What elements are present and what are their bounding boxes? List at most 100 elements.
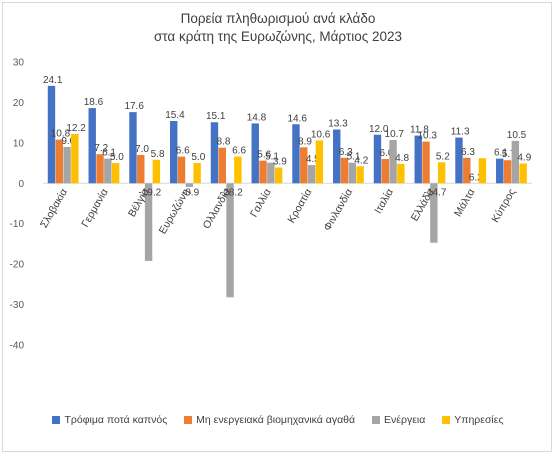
legend-item-goods: Μη ενεργειακά βιομηχανικά αγαθά xyxy=(184,414,355,426)
y-tick-label: -40 xyxy=(10,341,25,352)
data-label: 11.8 xyxy=(410,125,429,136)
bar-2-8 xyxy=(389,140,397,184)
bar-2-6 xyxy=(307,165,316,184)
bar-1-8 xyxy=(381,159,389,184)
x-tick-label: Κροατία xyxy=(285,187,314,225)
legend-swatch-goods xyxy=(184,416,193,425)
data-label: 6.2 xyxy=(469,172,483,183)
bar-3-1 xyxy=(111,163,120,184)
bar-3-9 xyxy=(437,162,446,184)
bar-1-0 xyxy=(55,139,63,184)
bar-2-1 xyxy=(104,158,112,184)
legend-label-services: Υπηρεσίες xyxy=(454,414,504,427)
bar-1-3 xyxy=(177,156,186,184)
data-label: 7.2 xyxy=(94,143,108,154)
data-label: 4.5 xyxy=(306,154,320,165)
data-label: 24.1 xyxy=(43,75,63,86)
data-label: 4.2 xyxy=(354,155,368,166)
bar-3-10 xyxy=(478,158,487,184)
bar-0-10 xyxy=(455,137,463,184)
y-tick-label: 20 xyxy=(13,98,25,109)
bar-2-5 xyxy=(267,162,275,184)
bar-2-11 xyxy=(511,140,520,184)
bar-0-4 xyxy=(210,122,219,184)
x-tick-label: Σλοβακία xyxy=(38,187,70,230)
legend-item-energy: Ενέργεια xyxy=(372,414,425,426)
legend-label-food: Τρόφιμα ποτά καπνός xyxy=(64,414,168,427)
legend-label-energy: Ενέργεια xyxy=(384,414,426,427)
bar-2-3 xyxy=(185,183,194,187)
bar-0-8 xyxy=(373,134,382,184)
bar-1-2 xyxy=(137,154,145,184)
bar-1-4 xyxy=(218,147,226,184)
legend-item-food: Τρόφιμα ποτά καπνός xyxy=(52,414,167,426)
data-label: -0.9 xyxy=(182,187,200,198)
bar-1-6 xyxy=(300,147,308,184)
x-tick-label: Γαλλία xyxy=(248,187,274,220)
x-tick-label: Φινλανδία xyxy=(322,187,356,233)
bar-3-6 xyxy=(315,140,324,184)
y-tick-label: 0 xyxy=(18,179,24,190)
data-label: 9.0 xyxy=(61,136,75,147)
data-label: 5.1 xyxy=(265,152,279,163)
bar-1-9 xyxy=(422,141,430,184)
legend-swatch-services xyxy=(442,416,451,425)
data-label: 11.3 xyxy=(451,127,470,138)
bar-2-9 xyxy=(430,183,438,243)
bar-2-0 xyxy=(63,146,71,184)
bar-0-3 xyxy=(170,121,178,184)
data-label: 3.9 xyxy=(273,157,287,168)
data-label: 5.8 xyxy=(151,149,165,160)
bar-1-11 xyxy=(503,160,512,184)
data-label: 5.7 xyxy=(502,149,516,160)
x-tick-label: Γερμανία xyxy=(79,187,111,230)
x-tick-label: Μάλτα xyxy=(452,187,477,219)
y-tick-label: -20 xyxy=(10,260,25,271)
data-label: 5.1 xyxy=(347,152,361,163)
chart-legend: Τρόφιμα ποτά καπνός Μη ενεργειακά βιομηχ… xyxy=(0,414,556,426)
data-label: -19.2 xyxy=(138,187,161,198)
chart-title-line1: Πορεία πληθωρισμού ανά κλάδο xyxy=(180,11,376,26)
y-tick-label: 30 xyxy=(13,58,25,69)
bar-3-3 xyxy=(193,163,201,184)
data-label: 10.8 xyxy=(51,129,71,140)
bar-1-1 xyxy=(96,154,104,184)
data-label: 14.6 xyxy=(287,113,307,124)
bar-0-9 xyxy=(414,135,422,184)
bar-0-2 xyxy=(129,112,137,184)
x-tick-label: Κύπρος xyxy=(489,187,518,225)
bar-3-8 xyxy=(397,163,405,184)
data-label: 12.0 xyxy=(369,124,389,135)
legend-swatch-energy xyxy=(372,416,381,425)
bar-0-1 xyxy=(88,108,96,184)
bar-0-5 xyxy=(251,123,259,184)
data-label: 5.0 xyxy=(191,152,205,163)
data-label: 6.3 xyxy=(461,147,475,158)
bar-1-7 xyxy=(340,157,349,184)
data-label: 10.6 xyxy=(311,129,331,140)
chart-title: Πορεία πληθωρισμού ανά κλάδο στα κράτη τ… xyxy=(0,10,556,46)
data-label: 17.6 xyxy=(124,101,144,112)
data-label: 6.6 xyxy=(232,146,246,157)
bar-1-5 xyxy=(259,160,267,184)
data-label: 4.9 xyxy=(517,152,531,163)
data-label: 8.9 xyxy=(298,136,312,147)
data-label: 8.8 xyxy=(217,137,231,148)
bar-3-4 xyxy=(234,156,242,184)
data-label: 6.0 xyxy=(380,148,394,159)
bar-0-6 xyxy=(292,124,300,184)
data-label: 4.8 xyxy=(395,153,409,164)
y-tick-label: 10 xyxy=(13,138,25,149)
data-label: 14.8 xyxy=(247,112,267,123)
legend-item-services: Υπηρεσίες xyxy=(442,414,504,427)
data-label: 5.6 xyxy=(257,150,271,161)
bar-3-0 xyxy=(71,133,79,184)
data-label: 10.7 xyxy=(385,129,405,140)
chart-title-line2: στα κράτη της Ευρωζώνης, Μάρτιος 2023 xyxy=(153,29,403,44)
data-label: 10.3 xyxy=(417,131,437,142)
data-label: -14.7 xyxy=(424,187,447,198)
data-label: 15.1 xyxy=(206,111,226,122)
data-label: 5.0 xyxy=(110,152,124,163)
bar-0-7 xyxy=(333,129,341,184)
